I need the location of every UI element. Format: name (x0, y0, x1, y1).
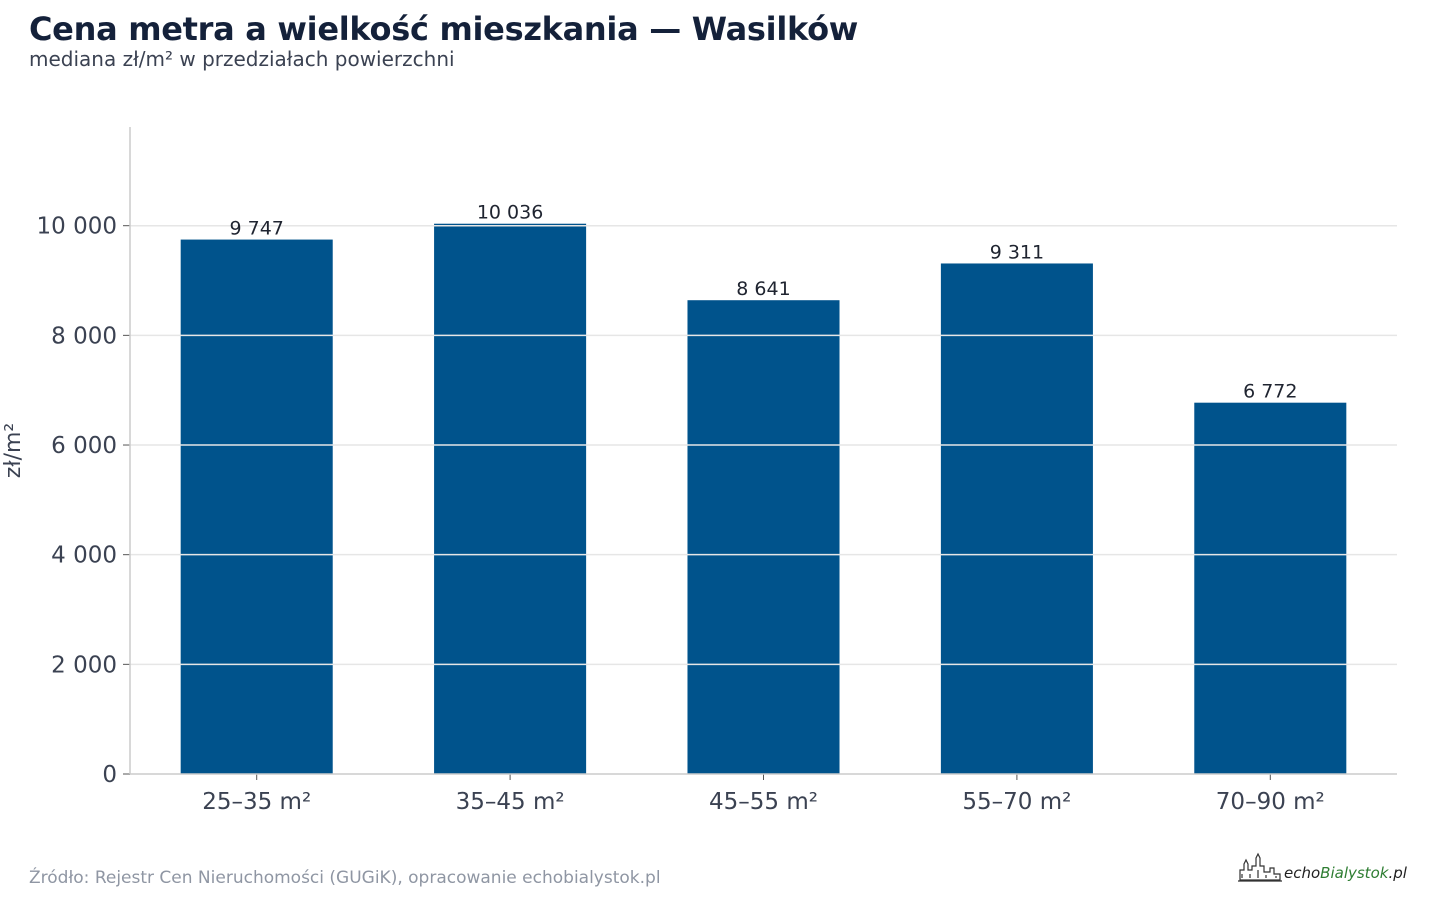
bar-2 (434, 223, 587, 775)
bar-3 (687, 300, 840, 774)
x-tick-label-4: 55–70 m² (962, 789, 1071, 815)
data-label-2: 10 036 (477, 202, 543, 224)
bar-5 (1194, 402, 1347, 774)
bar-1 (180, 239, 333, 775)
data-label-4: 9 311 (990, 241, 1044, 263)
y-tick-label-4: 6 000 (51, 433, 117, 459)
x-tick-label-1: 25–35 m² (202, 789, 311, 815)
x-tick-label-5: 70–90 m² (1216, 789, 1325, 815)
y-tick-label-2: 2 000 (51, 652, 117, 678)
source-note: Źródło: Rejestr Cen Nieruchomości (GUGiK… (29, 868, 661, 888)
logo-text-suffix: .pl (1388, 864, 1407, 882)
svg-text:echoBialystok.pl: echoBialystok.pl (1284, 864, 1408, 882)
x-tick-label-3: 45–55 m² (709, 789, 818, 815)
logo-text-echo: echo (1284, 864, 1320, 882)
x-tick-label-2: 35–45 m² (456, 789, 565, 815)
data-label-5: 6 772 (1243, 381, 1297, 403)
data-label-3: 8 641 (736, 278, 790, 300)
y-axis-label: zł/m² (1, 423, 26, 478)
axis-layer (123, 127, 1397, 780)
bars-layer (180, 223, 1347, 775)
chart-title: Cena metra a wielkość mieszkania — Wasil… (29, 10, 859, 48)
city-skyline-icon (1238, 852, 1282, 882)
logo-text-bialystok: Bialystok (1320, 864, 1390, 882)
y-tick-label-6: 10 000 (37, 214, 117, 240)
data-label-1: 9 747 (229, 218, 283, 240)
y-tick-label-5: 8 000 (51, 323, 117, 349)
grid-layer (130, 224, 1397, 666)
bar-4 (940, 263, 1093, 774)
y-tick-label-1: 0 (102, 762, 117, 788)
y-tick-label-3: 4 000 (51, 543, 117, 569)
echobialystok-logo: echoBialystok.pl (1238, 852, 1408, 882)
labels-layer: 9 747 25–35 m² 10 036 35–45 m² 8 641 45–55 m²… (1, 202, 1325, 815)
chart-subtitle: mediana zł/m² w przedziałach powierzchni (29, 47, 455, 71)
